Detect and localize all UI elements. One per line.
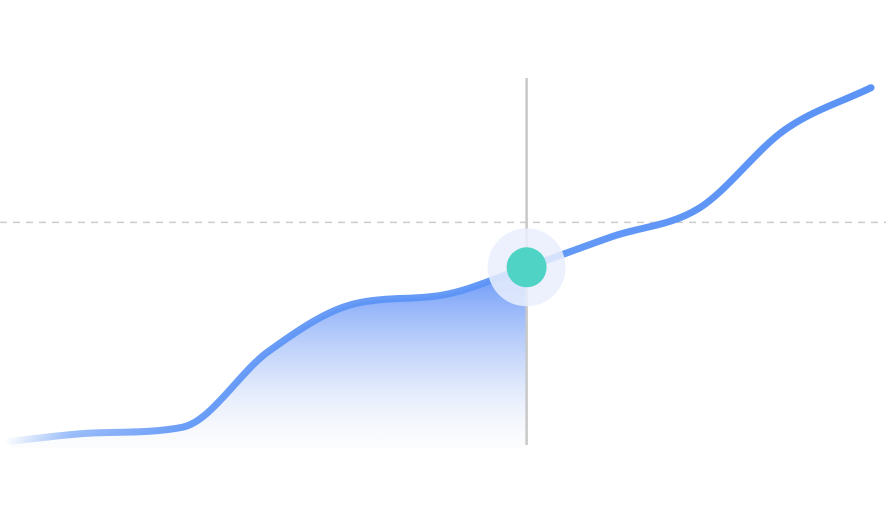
area-layer bbox=[10, 267, 527, 449]
area-fill bbox=[10, 267, 527, 449]
series-layer bbox=[6, 84, 875, 445]
marker-layer bbox=[487, 228, 566, 307]
highlight-marker[interactable] bbox=[506, 247, 547, 288]
series-line bbox=[6, 84, 875, 445]
